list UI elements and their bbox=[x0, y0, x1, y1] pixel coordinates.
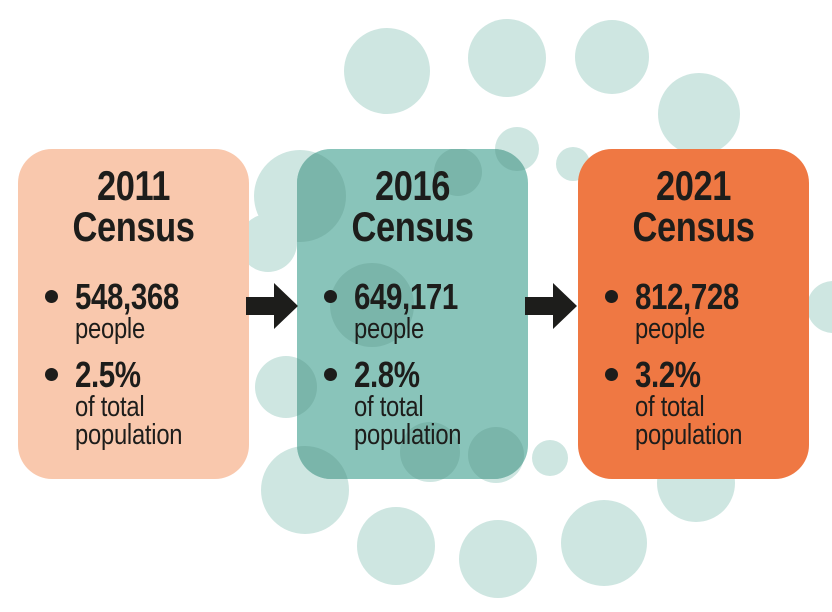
decorative-circle bbox=[532, 440, 568, 476]
stats-list: 812,728 people 3.2% of total population bbox=[605, 276, 809, 451]
census-card-2016: 2016 Census 649,171 people 2.8% of total… bbox=[297, 149, 528, 479]
decorative-circle bbox=[297, 446, 349, 479]
stat-item: 649,171 people bbox=[324, 276, 528, 345]
card-year: 2016 bbox=[375, 162, 450, 209]
decorative-circle bbox=[575, 20, 649, 94]
arrow-right-icon bbox=[525, 283, 577, 329]
stat-label: people bbox=[75, 313, 145, 345]
stat-item: 548,368 people bbox=[45, 276, 249, 345]
decorative-circle bbox=[459, 520, 537, 598]
stats-list: 649,171 people 2.8% of total population bbox=[324, 276, 528, 451]
decorative-circle bbox=[807, 281, 832, 333]
stats-list: 548,368 people 2.5% of total population bbox=[45, 276, 249, 451]
card-title: 2011 Census bbox=[39, 162, 228, 250]
decorative-circle bbox=[561, 500, 647, 586]
stat-label: of total population bbox=[75, 391, 183, 451]
stat-label: of total population bbox=[635, 391, 743, 451]
stat-value: 649,171 bbox=[354, 276, 458, 317]
decorative-circle bbox=[658, 73, 740, 155]
teal-card-overlay-circles bbox=[297, 149, 528, 479]
stat-label: of total population bbox=[354, 391, 462, 451]
census-card-2021: 2021 Census 812,728 people 3.2% of total… bbox=[578, 149, 809, 479]
stat-label: people bbox=[354, 313, 424, 345]
stat-item: 2.8% of total population bbox=[324, 354, 528, 451]
decorative-circle bbox=[495, 149, 528, 171]
stat-item: 3.2% of total population bbox=[605, 354, 809, 451]
card-title: 2016 Census bbox=[318, 162, 507, 250]
card-year: 2011 bbox=[96, 162, 171, 209]
stat-item: 2.5% of total population bbox=[45, 354, 249, 451]
decorative-circle bbox=[468, 427, 524, 479]
decorative-circle bbox=[434, 149, 482, 196]
stat-item: 812,728 people bbox=[605, 276, 809, 345]
decorative-circle bbox=[400, 422, 460, 479]
card-census-label: Census bbox=[72, 203, 195, 250]
stat-value: 2.5% bbox=[75, 354, 141, 395]
decorative-circle bbox=[344, 28, 430, 114]
decorative-circle bbox=[468, 19, 546, 97]
arrow-right-icon bbox=[246, 283, 298, 329]
decorative-circle bbox=[297, 356, 317, 418]
card-census-label: Census bbox=[632, 203, 755, 250]
stat-value: 548,368 bbox=[75, 276, 179, 317]
stat-value: 2.8% bbox=[354, 354, 420, 395]
card-title: 2021 Census bbox=[599, 162, 788, 250]
decorative-circle bbox=[330, 263, 414, 347]
decorative-circle bbox=[357, 507, 435, 585]
census-card-2011: 2011 Census 548,368 people 2.5% of total… bbox=[18, 149, 249, 479]
card-census-label: Census bbox=[351, 203, 474, 250]
stat-label: people bbox=[635, 313, 705, 345]
stat-value: 812,728 bbox=[635, 276, 739, 317]
card-year: 2021 bbox=[656, 162, 731, 209]
stat-value: 3.2% bbox=[635, 354, 701, 395]
